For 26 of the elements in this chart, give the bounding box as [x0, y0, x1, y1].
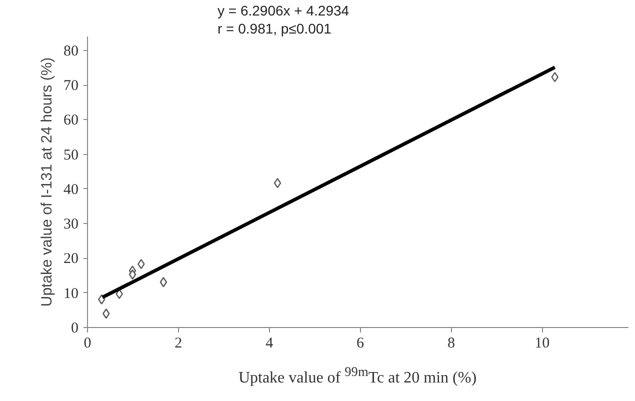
y-tick-label: 50 [64, 147, 78, 164]
point [128, 269, 136, 280]
y-tick-label: 70 [64, 78, 78, 94]
point [116, 288, 123, 299]
point [160, 277, 168, 288]
x-tick-label: 0 [84, 336, 92, 352]
point [102, 308, 110, 319]
x-tick-label: 6 [356, 336, 365, 352]
point [274, 178, 282, 188]
x-tick-label: 2 [174, 336, 182, 352]
y-tick-label: 0 [71, 320, 78, 336]
x-tick-label: 4 [266, 336, 274, 352]
y-tick-label: 10 [64, 286, 78, 302]
y-tick-label: 40 [64, 182, 78, 198]
point [138, 259, 145, 270]
x-tick-label: 10 [534, 336, 550, 352]
y-tick-label: 20 [64, 251, 78, 268]
y-tick-label: 60 [64, 112, 78, 129]
text: y = 6.2906x + 4.2934 [218, 2, 350, 18]
text: r = 0.981, p≤0.001 [218, 20, 332, 36]
y-tick-label: 80 [64, 43, 78, 60]
point [98, 294, 106, 305]
x-axis-title: Uptake value of $^{99m}$Tc at 20 min (%) [237, 363, 478, 388]
x-tick-label: 8 [447, 336, 455, 352]
y-tick-label: 30 [64, 216, 78, 233]
y-axis-title: Uptake value of I-131 at 24 hours (%) [38, 57, 56, 307]
